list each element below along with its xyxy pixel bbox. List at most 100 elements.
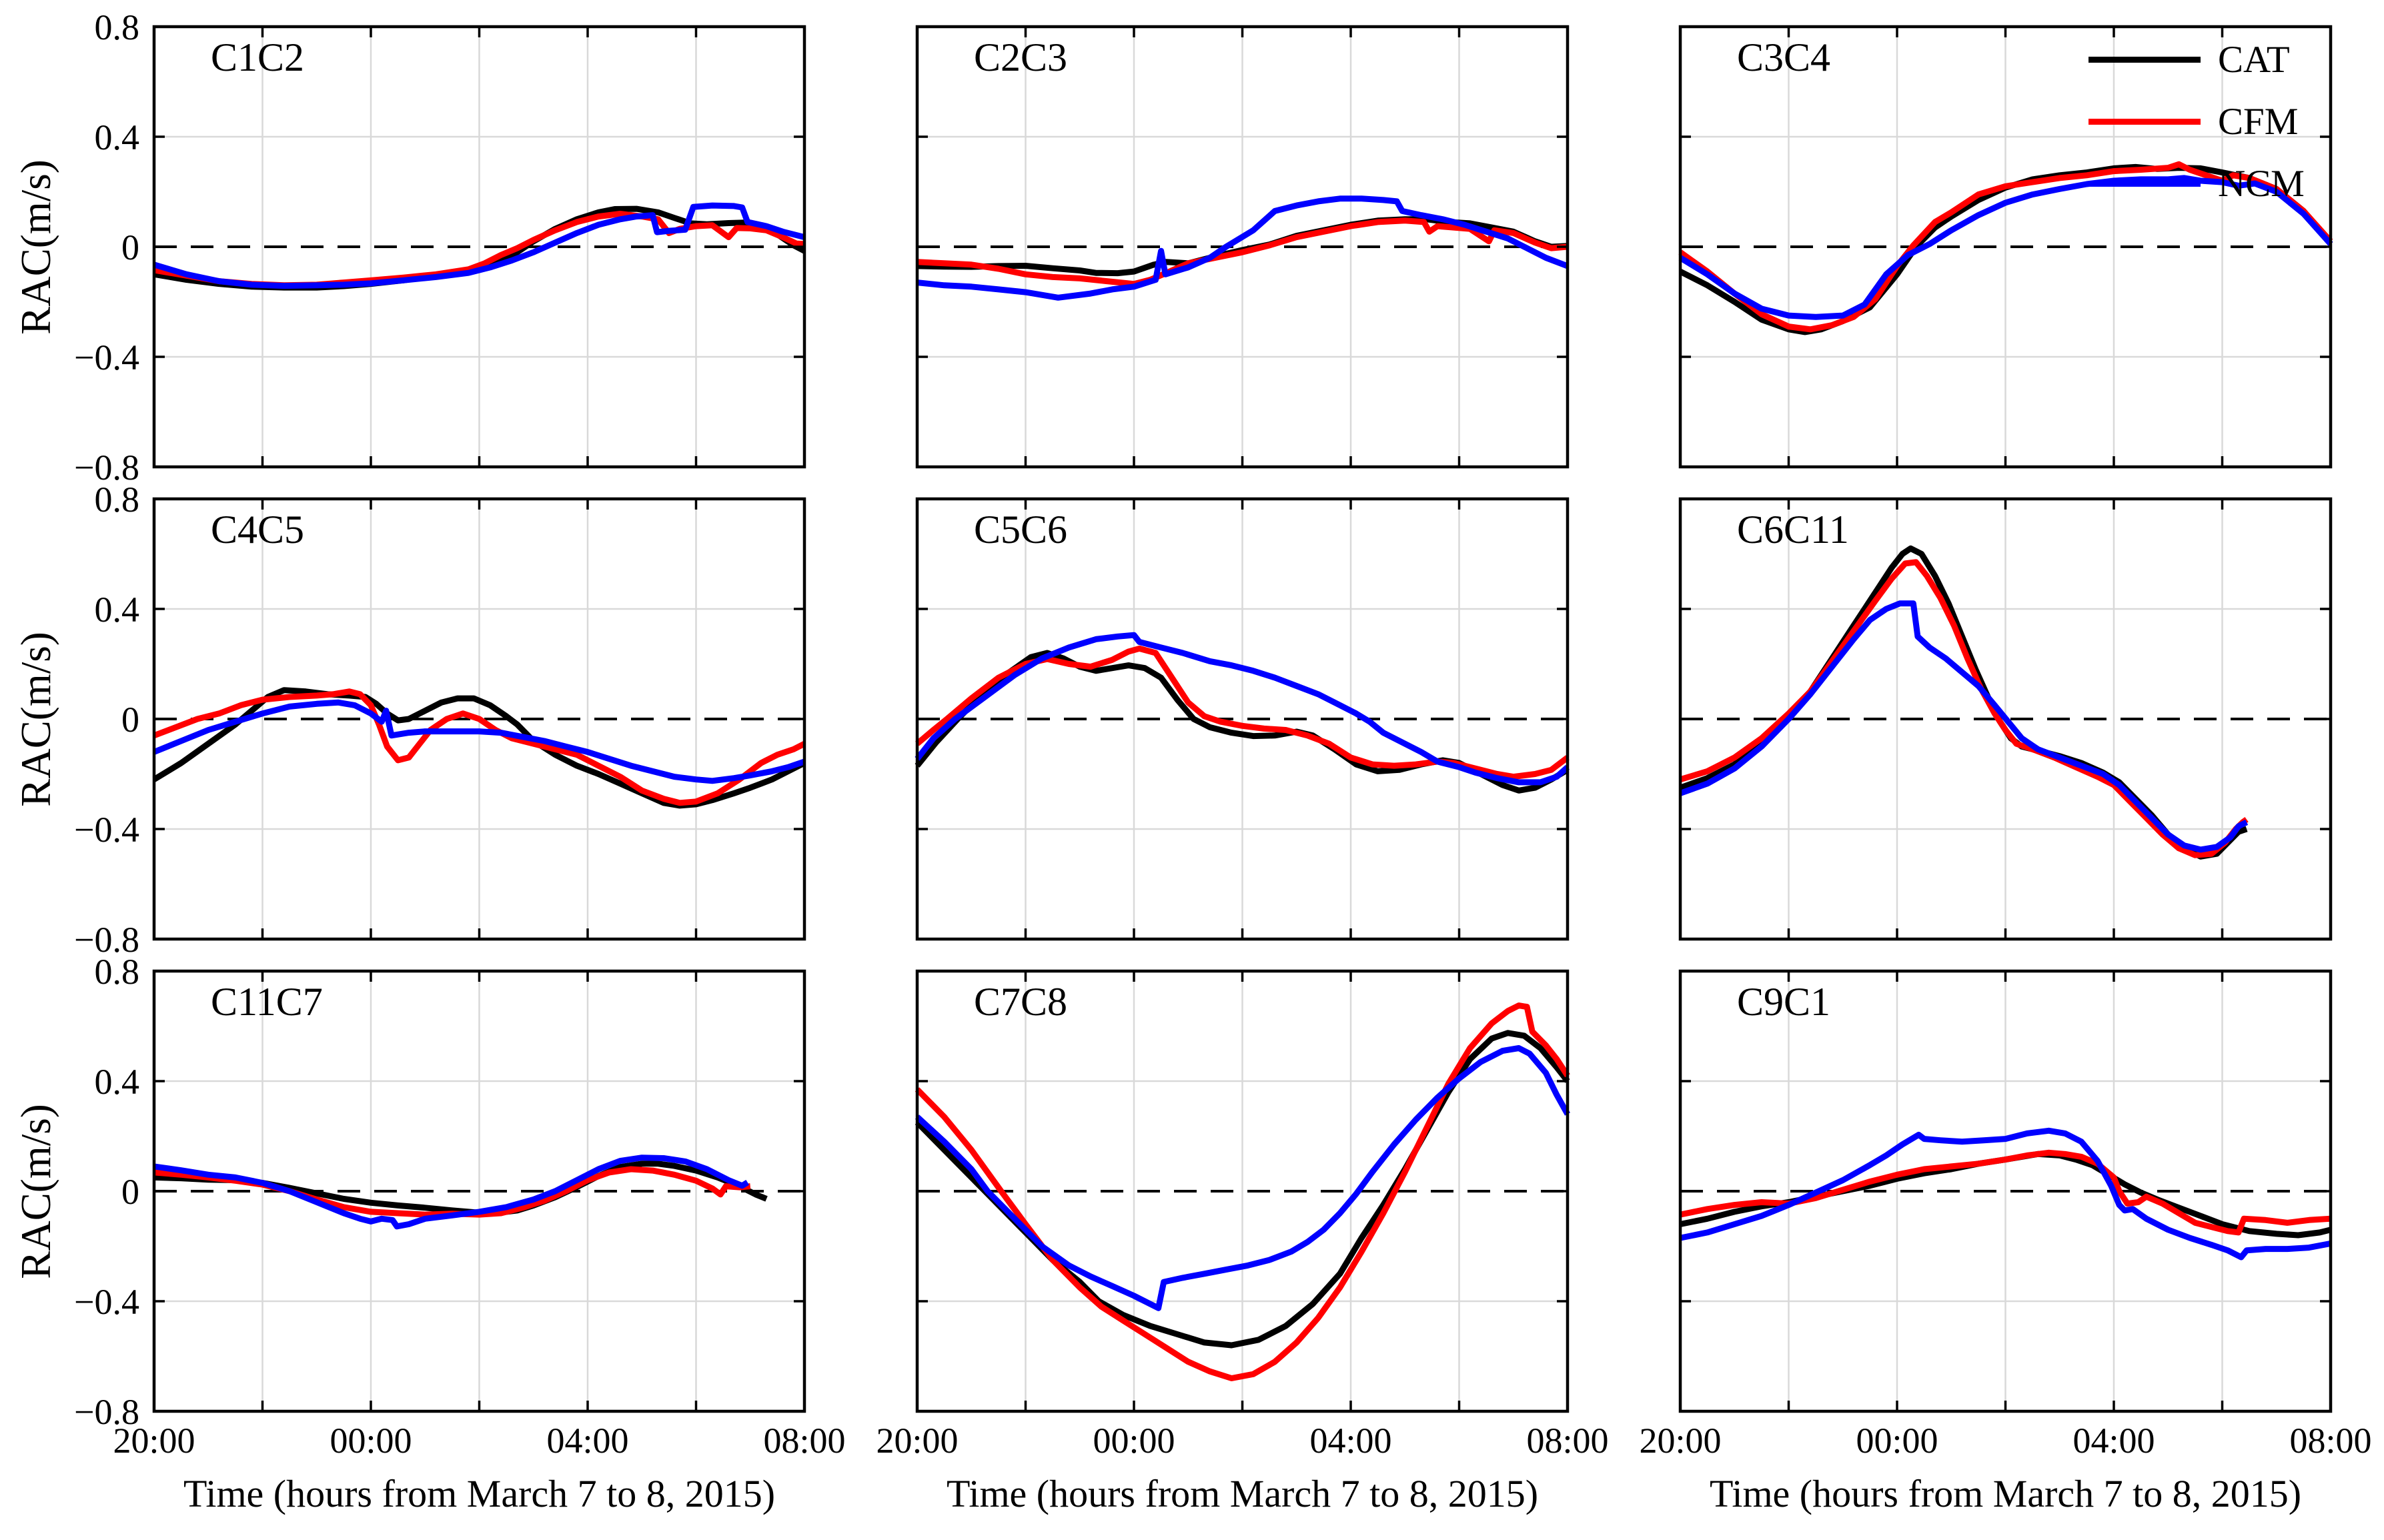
series-line-NCM [153, 1154, 750, 1230]
series-line-CFM [153, 688, 806, 806]
y-tick-label: −0.8 [74, 1392, 139, 1432]
panel-c9c1: 20:00 00:00 04:00 08:00 C9C1 [1639, 969, 2372, 1461]
axes-box [152, 25, 806, 469]
panel-c7c8: 20:00 00:00 04:00 08:00 C7C8 [876, 969, 1609, 1461]
legend-label-cfm: CFM [2218, 101, 2299, 143]
x-tick-label: 04:00 [546, 1421, 628, 1461]
y-tick-label: 0.4 [95, 590, 140, 630]
axes-box [915, 969, 1570, 1413]
legend-line-cfm [2089, 119, 2201, 125]
series-line-CFM [917, 217, 1568, 287]
series-line-NCM [1680, 1127, 2331, 1261]
panel-title: C9C1 [1737, 980, 1831, 1024]
y-axis-label-row1: RAC(m/s) [8, 27, 64, 467]
series-line-NCM [915, 1045, 1570, 1311]
axes-box [915, 497, 1570, 941]
plot-area-c9c1: 20:00 00:00 04:00 08:00 [1639, 969, 2372, 1461]
series-line-NCM [1679, 600, 2249, 853]
axes-box [152, 969, 806, 1413]
panel-c1c2: 0.8 0.4 0 −0.4 −0.8 C1C2 [74, 7, 806, 488]
x-tick-label: 00:00 [1856, 1421, 1938, 1461]
panel-title: C1C2 [211, 35, 305, 79]
x-tick-label: 08:00 [2289, 1421, 2371, 1461]
series-line-CFM [1680, 1149, 2331, 1236]
axes-box [915, 25, 1570, 469]
y-tick-label: −0.8 [74, 448, 139, 488]
plot-area-c5c6 [915, 497, 1570, 941]
series-line-CAT [1678, 163, 2333, 335]
panel-c2c3: C2C3 [915, 25, 1570, 469]
y-tick-label: 0 [121, 227, 139, 267]
x-tick-label: 20:00 [113, 1421, 195, 1461]
legend: CAT CFM NCM [2089, 36, 2305, 207]
legend-item-cfm: CFM [2089, 98, 2305, 145]
series-line-NCM [917, 195, 1569, 301]
x-tick-label: 20:00 [876, 1421, 958, 1461]
series-line-CAT [1679, 545, 2248, 860]
y-tick-label: 0 [121, 1172, 139, 1212]
plot-area-c3c4 [1678, 25, 2333, 469]
series-line-NCM [153, 202, 806, 289]
y-tick-label: 0.8 [95, 7, 140, 47]
y-axis-label-row3: RAC(m/s) [8, 971, 64, 1411]
plot-area-c6c11 [1678, 497, 2333, 941]
legend-label-ncm: NCM [2218, 163, 2305, 205]
plot-area-c4c5: 0.8 0.4 0 −0.4 −0.8 [74, 480, 806, 960]
y-tick-label: 0.4 [95, 1062, 140, 1102]
y-axis-label-text: RAC(m/s) [12, 159, 59, 335]
y-tick-label: −0.4 [74, 337, 139, 377]
panel-c4c5: 0.8 0.4 0 −0.4 −0.8 C4C5 [74, 480, 806, 960]
y-axis-label-text: RAC(m/s) [12, 631, 59, 807]
legend-line-cat [2089, 57, 2201, 63]
x-tick-label: 04:00 [2072, 1421, 2155, 1461]
legend-label-cat: CAT [2218, 39, 2290, 81]
x-tick-label: 20:00 [1639, 1421, 1721, 1461]
series-line-CFM [915, 1002, 1570, 1381]
y-tick-label: 0.8 [95, 952, 140, 992]
x-tick-label: 08:00 [1526, 1421, 1608, 1461]
y-tick-label: 0.4 [95, 117, 140, 157]
axes-box [1678, 497, 2333, 941]
x-tick-label: 00:00 [330, 1421, 412, 1461]
axes-box [1678, 969, 2333, 1413]
series-line-NCM [1678, 175, 2333, 320]
x-tick-label: 08:00 [763, 1421, 845, 1461]
series-line-NCM [153, 699, 806, 784]
y-axis-label-row2: RAC(m/s) [8, 499, 64, 939]
plot-area-c11c7: 0.8 0.4 0 −0.4 −0.820:00 00:00 04:00 08:00 [74, 952, 845, 1461]
y-tick-label: −0.4 [74, 1282, 139, 1322]
y-tick-label: −0.4 [74, 810, 139, 850]
series-line-CAT [153, 1161, 768, 1217]
x-tick-label: 04:00 [1309, 1421, 1391, 1461]
y-tick-label: 0.8 [95, 480, 140, 520]
x-axis-label-col1: Time (hours from March 7 to 8, 2015) [183, 1472, 776, 1515]
panel-title: C4C5 [211, 508, 305, 552]
legend-item-cat: CAT [2089, 36, 2305, 83]
panel-c6c11: C6C11 [1678, 497, 2333, 941]
plot-area-c7c8: 20:00 00:00 04:00 08:00 [876, 969, 1609, 1461]
series-line-CFM [1679, 559, 2249, 858]
plot-area-c2c3 [915, 25, 1570, 469]
panel-title: C11C7 [211, 980, 323, 1024]
legend-line-ncm [2089, 181, 2201, 187]
y-axis-label-text: RAC(m/s) [12, 1103, 59, 1279]
panel-c3c4: C3C4 CAT CFM NCM [1678, 25, 2333, 469]
panel-title: C3C4 [1737, 35, 1831, 79]
x-axis-label-col3: Time (hours from March 7 to 8, 2015) [1709, 1472, 2302, 1515]
panel-title: C7C8 [974, 980, 1068, 1024]
axes-box [1678, 25, 2333, 469]
x-tick-label: 00:00 [1093, 1421, 1175, 1461]
axes-box [152, 497, 806, 941]
y-tick-label: 0 [121, 700, 139, 740]
panel-c5c6: C5C6 [915, 497, 1570, 941]
panel-c11c7: 0.8 0.4 0 −0.4 −0.8 20:00 00:00 04:00 08:00 C11C7 [74, 952, 845, 1461]
panel-title: C5C6 [974, 508, 1068, 552]
y-tick-label: −0.8 [74, 920, 139, 960]
x-axis-label-col2: Time (hours from March 7 to 8, 2015) [946, 1472, 1539, 1515]
panel-title: C6C11 [1737, 508, 1849, 552]
panel-title: C2C3 [974, 35, 1068, 79]
legend-item-ncm: NCM [2089, 160, 2305, 207]
series-line-NCM [915, 632, 1570, 786]
plot-area-c1c2: 0.8 0.4 0 −0.4 −0.8 [74, 7, 806, 488]
